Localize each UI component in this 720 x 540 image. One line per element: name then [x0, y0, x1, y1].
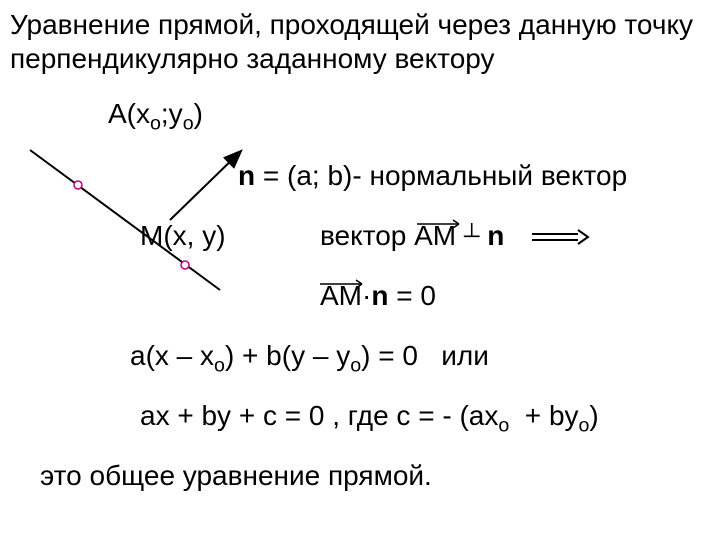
- point-M: [181, 261, 189, 269]
- label-point-a: A(xo;yo): [108, 98, 203, 136]
- label-n-vector: n = (a; b)- нормальный вектор: [238, 160, 627, 192]
- label-point-m: M(x, y): [140, 220, 226, 252]
- implies-arrow-icon: [530, 228, 590, 246]
- conclusion-text: это общее уравнение прямой.: [40, 460, 432, 492]
- slide-title: Уравнение прямой, проходящей через данну…: [10, 8, 710, 75]
- label-perp: вектор AM ┴ n: [320, 220, 504, 252]
- equation-2: ax + by + c = 0 , где с = - (axo + byo): [140, 400, 599, 438]
- vector-arrow-am-2: [318, 275, 368, 287]
- equation-1: a(x – xo) + b(y – yo) = 0 или: [130, 340, 489, 378]
- vector-n: [170, 152, 240, 220]
- point-A: [74, 181, 82, 189]
- vector-arrow-am-1: [415, 215, 465, 227]
